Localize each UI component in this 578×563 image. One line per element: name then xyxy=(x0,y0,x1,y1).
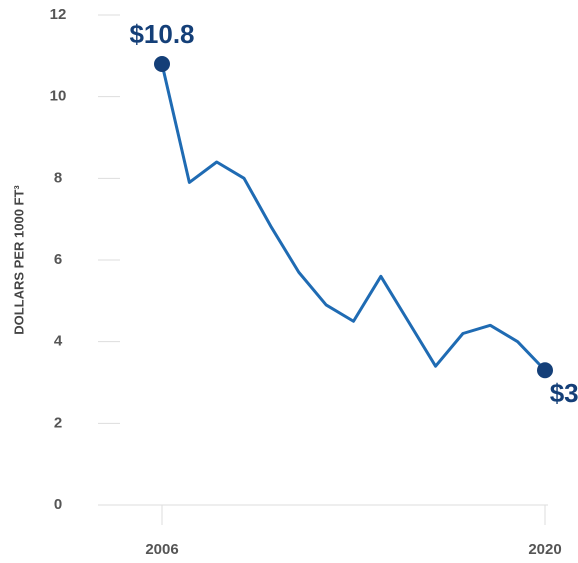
data-label: $3.3 xyxy=(550,378,578,408)
x-tick-label: 2020 xyxy=(528,541,561,558)
marker xyxy=(537,362,553,379)
y-tick-label: 8 xyxy=(54,169,62,186)
line xyxy=(160,63,547,372)
y-tick-label: 4 xyxy=(54,333,63,350)
x-tick-label: 2006 xyxy=(145,541,178,558)
y-tick-label: 12 xyxy=(50,6,67,23)
marker xyxy=(154,56,170,72)
y-axis-label: DOLLARS PER 1000 FT³ xyxy=(11,185,26,335)
y-tick-label: 6 xyxy=(54,251,62,268)
data-label: $10.8 xyxy=(129,19,194,49)
y-tick-label: 10 xyxy=(50,88,67,105)
y-tick-label: 0 xyxy=(54,496,62,513)
y-tick-label: 2 xyxy=(54,414,62,431)
